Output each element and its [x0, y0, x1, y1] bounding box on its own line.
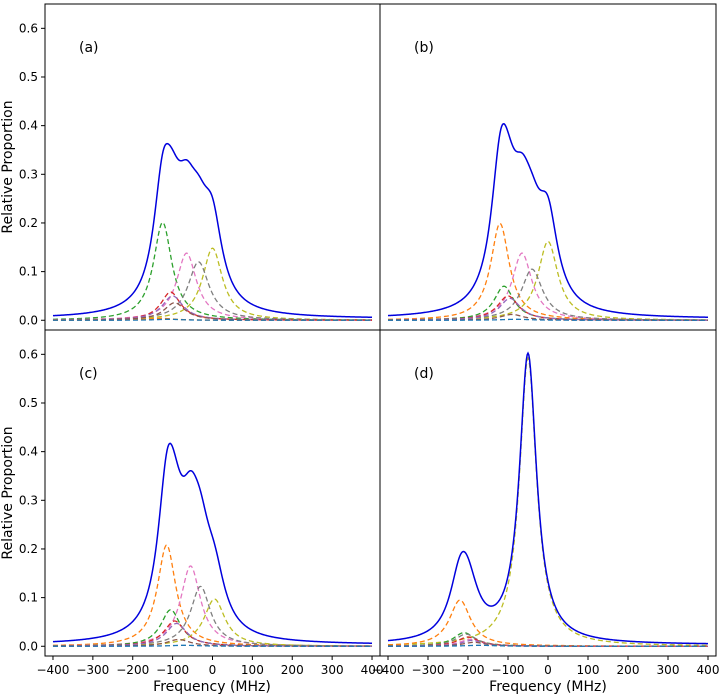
x-tick-label: −100 — [156, 663, 189, 677]
y-tick-label: 0.6 — [19, 21, 38, 35]
x-tick-label: −400 — [36, 663, 69, 677]
y-tick-label: 0.1 — [19, 591, 38, 605]
total-line — [387, 123, 709, 318]
x-tick-label: 300 — [657, 663, 680, 677]
x-tick-label: −300 — [412, 663, 445, 677]
component-line-5 — [387, 285, 708, 321]
y-tick-label: 0.0 — [19, 639, 38, 653]
x-tick-label: 200 — [617, 663, 640, 677]
x-tick-label: 0 — [209, 663, 217, 677]
component-line-4 — [387, 268, 708, 321]
x-tick-label: 100 — [241, 663, 264, 677]
x-tick-label: −200 — [452, 663, 485, 677]
y-tick-label: 0.6 — [19, 347, 38, 361]
panel-label: (a) — [79, 40, 99, 56]
y-tick-label: 0.0 — [19, 313, 38, 327]
component-line-9 — [388, 318, 708, 321]
x-tick-label: 100 — [577, 663, 600, 677]
x-axis-label-right: Frequency (MHz) — [489, 679, 607, 695]
component-line-1 — [52, 544, 373, 647]
component-line-9 — [388, 644, 708, 647]
y-tick-label: 0.5 — [19, 70, 38, 84]
panel-label: (d) — [414, 366, 434, 382]
y-tick-label: 0.5 — [19, 396, 38, 410]
y-tick-label: 0.3 — [19, 493, 38, 507]
panel-label: (c) — [79, 366, 98, 382]
panel-label: (b) — [414, 40, 434, 56]
x-tick-label: −300 — [76, 663, 109, 677]
y-axis-label-top: Relative Proportion — [0, 100, 16, 233]
panel-a: 0.0 0.1 0.2 0.3 0.4 0.5 0.6 (a) — [19, 3, 381, 331]
panel-b: (b) — [379, 3, 717, 331]
y-tick-label: 0.1 — [19, 265, 38, 279]
total-line — [387, 351, 709, 645]
component-line-1 — [52, 221, 373, 321]
component-line-2 — [52, 565, 373, 647]
component-line-9 — [52, 318, 373, 321]
total-line — [52, 142, 373, 319]
x-tick-label: −400 — [372, 663, 405, 677]
component-line-1 — [387, 222, 708, 321]
component-line-4 — [52, 598, 373, 647]
axes-frame — [379, 329, 717, 657]
x-tick-label: 200 — [281, 663, 304, 677]
x-tick-label: 400 — [697, 663, 720, 677]
total-line — [52, 442, 373, 644]
component-line-3 — [52, 247, 373, 321]
y-axis-label-bottom: Relative Proportion — [0, 426, 16, 559]
x-axis-label-left: Frequency (MHz) — [153, 679, 271, 695]
x-tick-label: 300 — [321, 663, 344, 677]
y-tick-label: 0.4 — [19, 445, 38, 459]
x-tick-label: −200 — [116, 663, 149, 677]
y-tick-label: 0.3 — [19, 167, 38, 181]
x-tick-label: −100 — [492, 663, 525, 677]
component-line-2 — [52, 252, 373, 321]
y-tick-label: 0.2 — [19, 542, 38, 556]
component-line-9 — [52, 644, 373, 647]
component-line-5 — [52, 291, 373, 321]
component-line-1 — [387, 356, 709, 646]
component-line-7 — [388, 297, 708, 321]
x-tick-label: 0 — [544, 663, 552, 677]
component-line-2 — [387, 599, 708, 647]
x-tick-label: 400 — [361, 663, 384, 677]
y-tick-label: 0.2 — [19, 216, 38, 230]
panel-c: 0.0 0.1 0.2 0.3 0.4 0.5 0.6 −400 −300 −200 −100 0 10… — [19, 329, 384, 677]
component-line-2 — [388, 252, 708, 321]
y-tick-label: 0.4 — [19, 119, 38, 133]
component-line-4 — [52, 261, 373, 321]
panel-d: −400 −300 −200 −100 0 100 200 300 400 (d) — [372, 329, 720, 677]
